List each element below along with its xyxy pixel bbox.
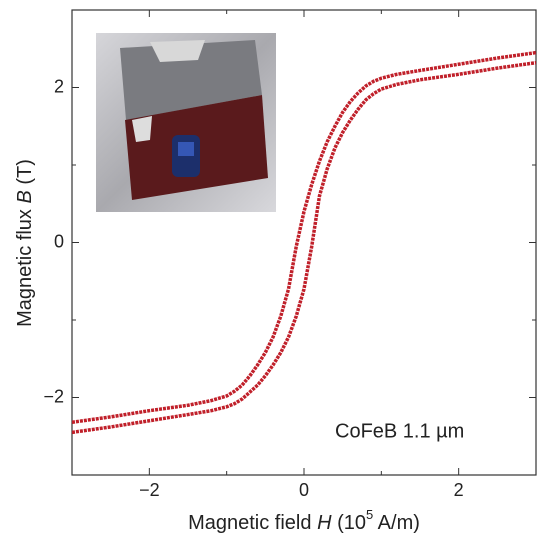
- y-label-part: Magnetic flux: [14, 204, 36, 327]
- inset-photo: [96, 33, 276, 212]
- y-tick-label: 2: [54, 76, 64, 96]
- x-label-part: 5: [366, 507, 373, 522]
- annotation: CoFeB 1.1 µm: [335, 420, 464, 442]
- x-tick-label: 0: [299, 480, 309, 500]
- x-label-part: (10: [332, 512, 366, 534]
- hysteresis-branch: [72, 50, 536, 425]
- x-axis-label: Magnetic field H (105 A/m): [188, 507, 420, 534]
- x-tick-label: −2: [139, 480, 160, 500]
- y-tick-label: −2: [43, 386, 64, 406]
- y-label-part: (T): [14, 159, 36, 190]
- hysteresis-branch: [72, 60, 536, 435]
- x-tick-label: 2: [454, 480, 464, 500]
- x-label-part: Magnetic field: [188, 512, 317, 534]
- x-label-part: A/m): [373, 512, 420, 534]
- y-tick-label: 0: [54, 231, 64, 251]
- x-label-part: H: [317, 512, 332, 534]
- y-axis-label: Magnetic flux B (T): [14, 159, 36, 327]
- y-label-part: B: [14, 190, 36, 203]
